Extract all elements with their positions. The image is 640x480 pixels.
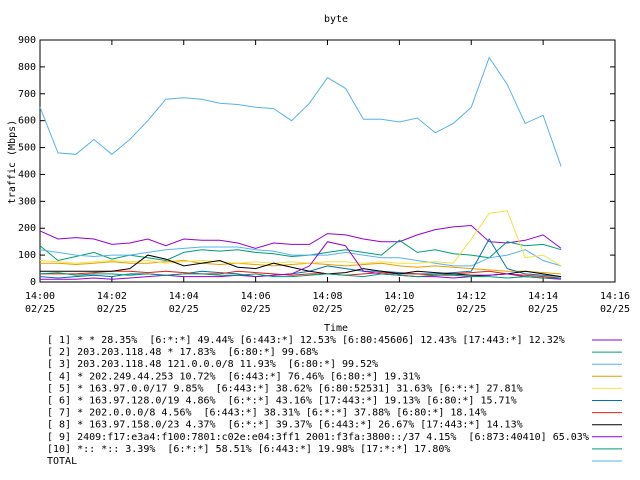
series-line [39,210,562,267]
x-tick-label: 14:02 [97,291,127,302]
x-tick-label: 14:16 [600,291,630,302]
x-tick-label: 14:00 [25,291,55,302]
x-tick-label: 02/25 [384,304,414,315]
x-tick-label: 02/25 [169,304,199,315]
y-tick-label: 700 [18,89,36,100]
y-tick-label: 500 [18,143,36,154]
x-tick-label: 02/25 [97,304,127,315]
y-tick-label: 600 [18,116,36,127]
x-tick-label: 14:08 [312,291,342,302]
series-line [39,224,562,249]
series-line [39,56,562,167]
series-line [40,254,562,278]
x-tick-label: 02/25 [600,304,630,315]
legend-label: [ 1] * * 28.35% [6:*:*] 49.44% [6:443:*]… [47,335,565,346]
y-tick-label: 0 [30,277,36,288]
legend-label: [ 5] * 163.97.0.0/17 9.85% [6:443:*] 38.… [47,383,523,394]
x-tick-label: 02/25 [456,304,486,315]
series-line [39,272,562,279]
legend-label: [ 7] * 202.0.0.0/8 4.56% [6:443:*] 38.31… [47,408,487,419]
y-tick-label: 400 [18,169,36,180]
y-tick-label: 900 [18,35,36,46]
x-tick-label: 02/25 [241,304,271,315]
legend-label: [ 9] 2409:f17:e3a4:f100:7801:c02e:e04:3f… [47,432,589,443]
series-line [39,239,562,262]
legend-label: [10] *:: *:: 3.39% [6:*:*] 58.51% [6:443… [47,444,450,455]
legend-label: [ 8] * 163.97.158.0/23 4.37% [6:*:*] 39.… [47,420,523,431]
series-line [40,270,562,279]
legend-label: [ 6] * 163.97.128.0/19 4.86% [6:*:*] 43.… [47,396,517,407]
y-tick-label: 300 [18,196,36,207]
legend-label: [ 4] * 202.249.44.253 10.72% [6:443:*] 7… [47,371,420,382]
y-tick-label: 100 [18,250,36,261]
y-tick-label: 200 [18,223,36,234]
x-tick-label: 02/25 [312,304,342,315]
series-line [39,246,562,267]
chart-title: byte [324,14,348,25]
series-line [40,259,562,275]
x-tick-label: 14:12 [456,291,486,302]
y-tick-label: 800 [18,62,36,73]
x-tick-label: 02/25 [25,304,55,315]
legend-label: [ 2] 203.203.118.48 * 17.83% [6:80:*] 99… [47,347,318,358]
y-axis-label: traffic (Mbps) [7,120,18,204]
x-tick-label: 14:14 [528,291,558,302]
legend-label: TOTAL [47,456,77,467]
legend-label: [ 3] 203.203.118.48 121.0.0.0/8 11.93% [… [47,359,378,370]
x-axis-label: Time [324,323,348,334]
x-tick-label: 02/25 [528,304,558,315]
x-tick-label: 14:04 [169,291,199,302]
x-tick-label: 14:06 [241,291,271,302]
series-line [39,238,562,279]
x-tick-label: 14:10 [384,291,414,302]
